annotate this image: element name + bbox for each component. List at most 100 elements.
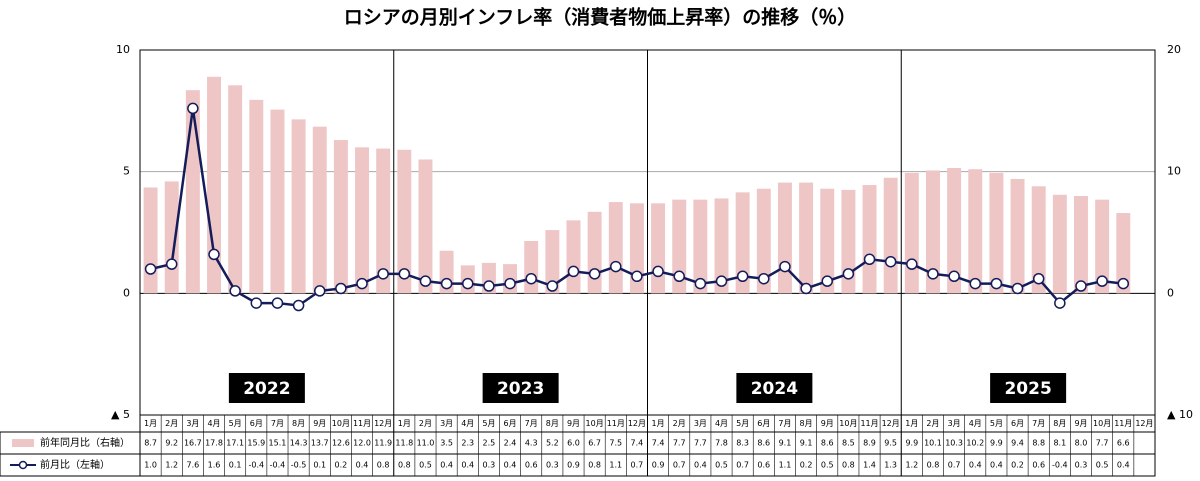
x-tick-label: 11月 <box>860 419 878 428</box>
table-value: 11.0 <box>417 439 435 448</box>
point <box>546 280 559 292</box>
table-value: 8.7 <box>144 439 157 448</box>
y-tick-label: 5 <box>123 165 130 178</box>
table-value: 0.5 <box>1096 461 1109 470</box>
bar <box>524 241 539 294</box>
bar <box>904 172 919 294</box>
table-value: 0.8 <box>398 461 411 470</box>
bar <box>1010 178 1025 294</box>
table-value: 0.6 <box>757 461 770 470</box>
point <box>144 263 157 275</box>
x-tick-label: 2月 <box>165 419 178 428</box>
x-tick-label: 6月 <box>504 419 517 428</box>
table-value: 9.2 <box>165 439 178 448</box>
table-value: 0.4 <box>969 461 982 470</box>
x-tick-label: 2月 <box>926 419 939 428</box>
table-value: 0.1 <box>313 461 326 470</box>
x-tick-label: 9月 <box>567 419 580 428</box>
year-box <box>228 373 305 403</box>
table-value: 9.1 <box>779 439 792 448</box>
bar <box>355 147 370 294</box>
x-tick-label: 9月 <box>313 419 326 428</box>
table-value: 11.8 <box>395 439 413 448</box>
legend-label: 前年同月比（右軸） <box>40 436 130 449</box>
point <box>673 270 685 283</box>
x-tick-label: 4月 <box>461 419 474 428</box>
point <box>187 102 199 115</box>
table-value: 8.6 <box>757 439 770 448</box>
point <box>588 268 601 280</box>
table-value: 0.7 <box>631 461 644 470</box>
point <box>313 285 326 297</box>
table-value: 0.6 <box>525 461 538 470</box>
table-value: 9.4 <box>1011 439 1024 448</box>
point <box>1011 282 1024 295</box>
x-tick-label: 2月 <box>419 419 432 428</box>
bar <box>1095 199 1110 294</box>
y-tick-label: 10 <box>116 43 130 56</box>
point <box>567 265 580 278</box>
y2-tick-label: ▲ 10 <box>1167 408 1193 421</box>
x-tick-label: 3月 <box>440 419 453 428</box>
point <box>969 277 982 290</box>
point <box>927 268 939 280</box>
table-value: 0.7 <box>948 461 961 470</box>
point <box>1117 277 1130 290</box>
x-tick-label: 12月 <box>882 419 900 428</box>
bar <box>651 203 666 294</box>
x-tick-label: 10月 <box>586 419 604 428</box>
table-value: 7.7 <box>694 439 707 448</box>
table-value: 15.1 <box>269 439 287 448</box>
year-label: 2022 <box>243 379 290 399</box>
table-value: 1.3 <box>884 461 897 470</box>
bar <box>841 189 856 294</box>
table-value: 0.7 <box>736 461 749 470</box>
bar <box>333 140 348 294</box>
x-tick-label: 6月 <box>757 419 770 428</box>
point <box>779 260 791 273</box>
x-tick-label: 1月 <box>144 419 157 428</box>
x-tick-label: 10月 <box>1093 419 1111 428</box>
bar <box>735 192 750 294</box>
bar <box>820 188 835 294</box>
table-value: 7.8 <box>715 439 728 448</box>
table-value: 17.1 <box>226 439 244 448</box>
table-value: 0.8 <box>588 461 601 470</box>
x-tick-label: 7月 <box>1032 419 1045 428</box>
table-value: -0.5 <box>291 461 307 470</box>
table-value: 7.4 <box>631 439 644 448</box>
table-value: 8.3 <box>736 439 749 448</box>
table-value: 1.6 <box>208 461 221 470</box>
table-value: 5.2 <box>546 439 559 448</box>
x-tick-label: 4月 <box>207 419 220 428</box>
point <box>398 268 411 280</box>
table-value: 7.6 <box>186 461 199 470</box>
table-value: -0.4 <box>248 461 264 470</box>
table-value: -0.4 <box>1052 461 1068 470</box>
x-tick-label: 6月 <box>250 419 263 428</box>
table-value: 8.6 <box>821 439 834 448</box>
x-tick-label: 1月 <box>905 419 918 428</box>
table-value: 0.3 <box>1075 461 1088 470</box>
point <box>948 270 960 283</box>
year-label: 2025 <box>1004 379 1051 399</box>
point <box>356 277 368 290</box>
table-value: 0.1 <box>229 461 242 470</box>
table-value: 10.3 <box>945 439 963 448</box>
x-tick-label: 5月 <box>736 419 749 428</box>
point <box>800 282 812 295</box>
table-value: 8.9 <box>863 439 876 448</box>
point <box>483 280 495 292</box>
point <box>652 265 664 278</box>
year-box <box>736 373 813 403</box>
bar <box>799 182 814 294</box>
y-tick-label: 0 <box>123 286 130 299</box>
table-value: 8.0 <box>1075 439 1088 448</box>
point <box>906 258 918 270</box>
point <box>229 285 241 297</box>
y2-tick-label: 20 <box>1167 43 1181 56</box>
point <box>462 277 474 290</box>
point <box>842 268 855 280</box>
bar <box>418 159 433 294</box>
legend-label: 前月比（左軸） <box>40 458 110 471</box>
